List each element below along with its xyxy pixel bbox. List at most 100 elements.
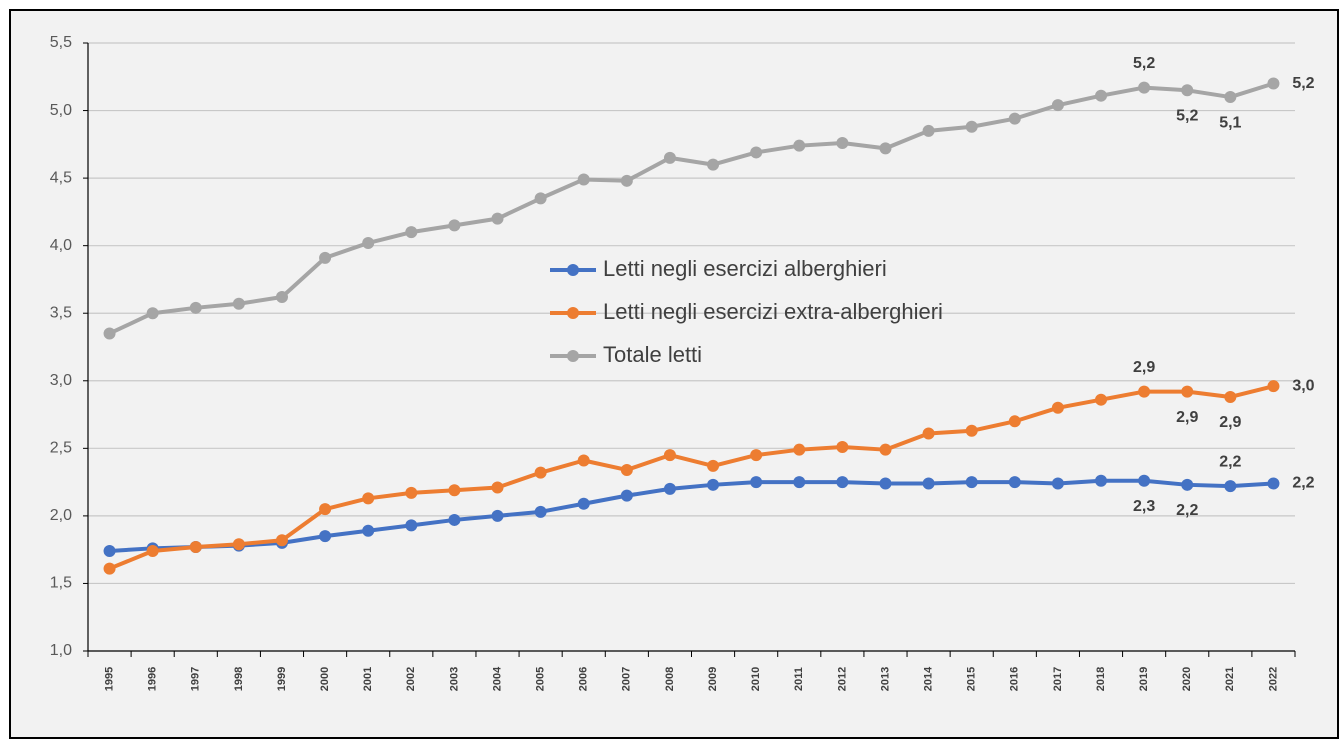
point — [1051, 401, 1064, 414]
data-label: 2,3 — [1133, 498, 1155, 515]
point — [1224, 390, 1237, 403]
point — [1008, 415, 1021, 428]
point — [750, 476, 763, 489]
point — [836, 476, 849, 489]
point — [750, 146, 763, 159]
point — [232, 538, 245, 551]
point — [793, 139, 806, 152]
point — [319, 251, 332, 264]
x-tick-label: 2006 — [578, 667, 590, 691]
x-tick-label: 2020 — [1181, 667, 1193, 691]
point — [1181, 385, 1194, 398]
point — [922, 477, 935, 490]
point — [620, 489, 633, 502]
y-tick-label: 3,0 — [50, 372, 72, 389]
point — [534, 192, 547, 205]
point — [491, 509, 504, 522]
legend-marker — [567, 307, 579, 319]
point — [836, 136, 849, 149]
x-tick-label: 2010 — [750, 667, 762, 691]
x-tick-label: 2019 — [1138, 667, 1150, 691]
x-tick-label: 2005 — [535, 667, 547, 691]
point — [965, 120, 978, 133]
point — [965, 424, 978, 437]
legend-label: Letti negli esercizi alberghieri — [603, 256, 887, 281]
x-tick-label: 2014 — [922, 666, 934, 691]
x-tick-label: 2001 — [362, 667, 374, 691]
y-tick-label: 2,0 — [50, 507, 72, 524]
series-line — [108, 81, 1275, 336]
x-tick-label: 1996 — [147, 667, 159, 691]
point — [1224, 480, 1237, 493]
data-label: 5,1 — [1219, 114, 1241, 131]
point — [1008, 112, 1021, 125]
point — [836, 440, 849, 453]
series-line — [109, 478, 1274, 554]
legend-marker — [567, 350, 579, 362]
legend-label: Letti negli esercizi extra-alberghieri — [603, 299, 943, 324]
point — [879, 477, 892, 490]
x-tick-label: 2008 — [664, 667, 676, 691]
point — [879, 443, 892, 456]
point — [1095, 89, 1108, 102]
point — [275, 291, 288, 304]
x-tick-label: 1999 — [276, 667, 288, 691]
point — [362, 524, 375, 537]
data-label: 2,2 — [1176, 502, 1198, 519]
point — [1224, 91, 1237, 104]
x-tick-label: 1995 — [103, 667, 115, 691]
point — [922, 427, 935, 440]
y-tick-label: 4,5 — [50, 169, 72, 186]
y-tick-label: 1,0 — [50, 642, 72, 659]
point — [103, 562, 116, 575]
point — [750, 449, 763, 462]
point — [189, 301, 202, 314]
point — [448, 513, 461, 526]
x-tick-label: 2004 — [491, 666, 503, 691]
point — [232, 297, 245, 310]
point — [1267, 77, 1280, 90]
y-tick-label: 5,0 — [50, 102, 72, 119]
point — [1181, 478, 1194, 491]
point — [793, 443, 806, 456]
point — [189, 540, 202, 553]
x-tick-label: 2002 — [405, 667, 417, 691]
data-label: 5,2 — [1292, 75, 1314, 92]
point — [1267, 380, 1280, 393]
point — [491, 481, 504, 494]
data-label: 2,9 — [1176, 409, 1198, 426]
legend-label: Totale letti — [603, 342, 702, 367]
point — [103, 545, 116, 558]
y-tick-label: 2,5 — [50, 440, 72, 457]
point — [362, 236, 375, 249]
point — [405, 519, 418, 532]
data-label: 5,2 — [1176, 108, 1198, 125]
point — [319, 503, 332, 516]
data-label: 2,2 — [1219, 453, 1241, 470]
y-tick-label: 3,5 — [50, 304, 72, 321]
point — [663, 482, 676, 495]
point — [146, 307, 159, 320]
point — [922, 124, 935, 137]
chart-frame — [9, 9, 1339, 739]
x-tick-label: 2007 — [621, 667, 633, 691]
series-line — [108, 384, 1274, 571]
x-tick-label: 2015 — [966, 667, 978, 691]
x-tick-label: 2016 — [1009, 667, 1021, 691]
point — [577, 173, 590, 186]
x-tick-label: 1998 — [233, 667, 245, 691]
point — [103, 327, 116, 340]
point — [448, 219, 461, 232]
y-tick-label: 5,5 — [50, 34, 72, 51]
point — [577, 454, 590, 467]
x-tick-label: 2017 — [1052, 667, 1064, 691]
point — [534, 505, 547, 518]
point — [1008, 476, 1021, 489]
point — [879, 142, 892, 155]
point — [1267, 477, 1280, 490]
point — [1095, 393, 1108, 406]
point — [448, 484, 461, 497]
data-label: 3,0 — [1292, 377, 1314, 394]
point — [362, 492, 375, 505]
